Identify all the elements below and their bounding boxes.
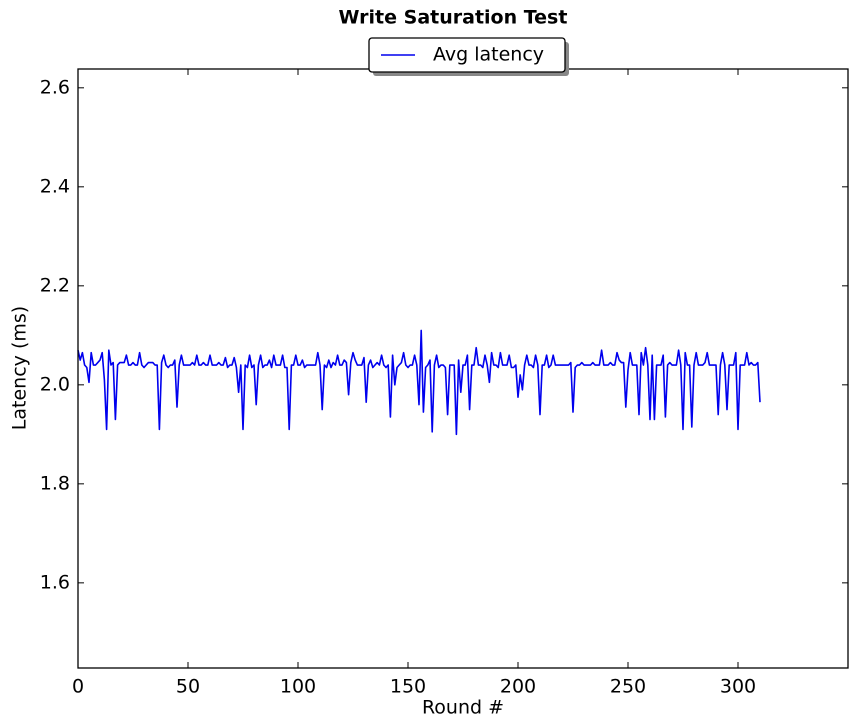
y-tick-label: 1.8: [40, 472, 70, 494]
chart-title: Write Saturation Test: [339, 7, 568, 29]
x-tick-label: 250: [610, 676, 646, 698]
x-tick-label: 50: [176, 676, 200, 698]
y-tick-label: 2.0: [40, 373, 70, 395]
x-tick-label: 300: [720, 676, 756, 698]
y-tick-label: 2.2: [40, 274, 70, 296]
data-line: [77, 329, 761, 436]
y-axis-label: Latency (ms): [9, 306, 31, 430]
x-axis-label: Round #: [422, 697, 504, 719]
y-tick-label: 1.6: [40, 571, 70, 593]
x-tick-label: 0: [72, 676, 84, 698]
x-tick-label: 200: [500, 676, 536, 698]
x-tick-label: 100: [280, 676, 316, 698]
y-tick-label: 2.6: [40, 76, 70, 98]
x-tick-label: 150: [390, 676, 426, 698]
legend-box: [368, 37, 566, 73]
y-tick-label: 2.4: [40, 175, 70, 197]
legend-label: Avg latency: [433, 44, 544, 66]
